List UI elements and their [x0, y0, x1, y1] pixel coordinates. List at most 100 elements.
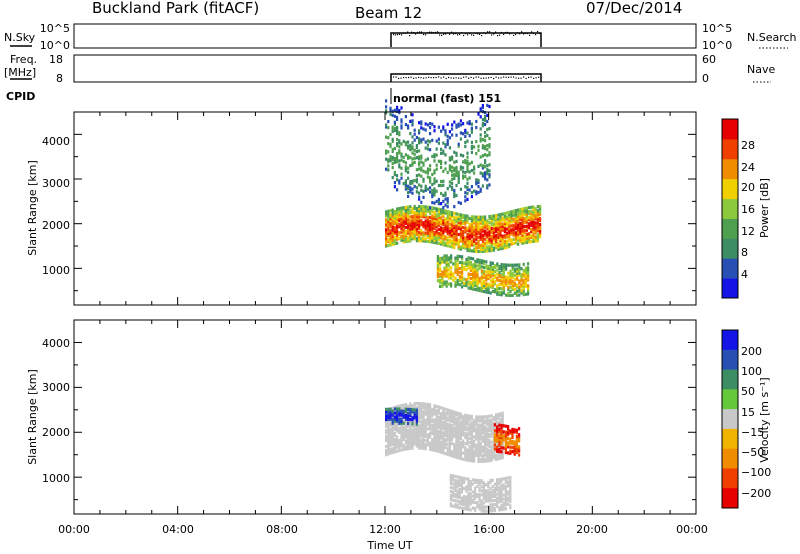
heatmap-cell [389, 447, 392, 451]
heatmap-cell [458, 492, 461, 496]
heatmap-cell [479, 441, 482, 445]
nave-dot [473, 77, 475, 79]
heatmap-cell [422, 161, 425, 165]
heatmap-cell [490, 238, 493, 242]
heatmap-cell [396, 449, 399, 453]
heatmap-cell [470, 128, 473, 132]
heatmap-cell [440, 422, 443, 426]
heatmap-cell [491, 505, 494, 509]
heatmap-cell [402, 222, 405, 226]
heatmap-cell [457, 424, 460, 428]
heatmap-cell [462, 225, 465, 230]
heatmap-cell [468, 188, 471, 192]
heatmap-cell [473, 225, 476, 229]
heatmap-cell [429, 447, 432, 451]
heatmap-cell [456, 254, 459, 258]
beam-label: Beam 12 [355, 4, 422, 22]
heatmap-cell [496, 478, 499, 482]
heatmap-cell [467, 495, 470, 499]
heatmap-cell [426, 229, 429, 233]
heatmap-cell [477, 459, 480, 463]
heatmap-cell [462, 451, 465, 455]
heatmap-cell [393, 128, 396, 132]
heatmap-cell [474, 281, 477, 285]
heatmap-cell [459, 432, 462, 436]
heatmap-cell [504, 448, 507, 453]
heatmap-cell [484, 219, 487, 223]
heatmap-cell [489, 487, 492, 491]
heatmap-cell [398, 149, 401, 153]
heatmap-cell [476, 284, 479, 288]
heatmap-cell [453, 150, 456, 154]
heatmap-cell [481, 104, 484, 108]
heatmap-cell [474, 500, 477, 504]
heatmap-cell [426, 209, 429, 213]
heatmap-cell [476, 288, 479, 292]
heatmap-cell [457, 243, 460, 247]
heatmap-cell [456, 491, 459, 495]
heatmap-cell [525, 210, 528, 214]
heatmap-cell [502, 501, 505, 505]
heatmap-cell [424, 239, 427, 243]
heatmap-cell [484, 233, 487, 237]
heatmap-cell [491, 509, 494, 513]
heatmap-cell [467, 264, 470, 268]
heatmap-cell [422, 420, 425, 424]
nsearch-dot [519, 33, 521, 35]
heatmap-cell [502, 430, 505, 434]
heatmap-cell [450, 274, 453, 278]
nsearch-dot [455, 33, 457, 35]
heatmap-cell [507, 293, 510, 297]
heatmap-cell [461, 265, 464, 269]
heatmap-cell [484, 449, 487, 453]
heatmap-cell [489, 481, 492, 485]
heatmap-cell [456, 493, 459, 497]
heatmap-cell [466, 236, 469, 240]
heatmap-cell [400, 226, 403, 230]
heatmap-cell [442, 427, 445, 431]
nave-dot [518, 77, 520, 79]
heatmap-cell [493, 482, 496, 486]
heatmap-cell [469, 508, 472, 512]
heatmap-cell [442, 431, 445, 435]
heatmap-cell [462, 246, 465, 250]
heatmap-cell [385, 212, 388, 216]
heatmap-cell [461, 281, 464, 285]
heatmap-cell [450, 270, 453, 274]
heatmap-cell [503, 220, 506, 224]
nsearch-dot [527, 32, 529, 35]
nave-dot [458, 77, 460, 79]
heatmap-cell [444, 203, 447, 207]
heatmap-cell [469, 286, 472, 291]
heatmap-cell [418, 215, 421, 219]
heatmap-cell [491, 271, 494, 275]
heatmap-cell [454, 503, 457, 507]
heatmap-cell [488, 127, 491, 131]
heatmap-cell [426, 221, 429, 225]
heatmap-cell [453, 453, 456, 457]
heatmap-cell [451, 181, 454, 185]
heatmap-cell [498, 274, 501, 278]
heatmap-cell [450, 284, 453, 288]
heatmap-cell [528, 212, 531, 216]
heatmap-cell [489, 509, 492, 513]
heatmap-cell [455, 429, 458, 433]
heatmap-cell [496, 433, 499, 437]
heatmap-cell [440, 426, 443, 430]
heatmap-cell [466, 234, 469, 238]
heatmap-cell [420, 200, 423, 204]
heatmap-cell [435, 221, 438, 225]
heatmap-cell [464, 238, 467, 242]
heatmap-cell [497, 225, 500, 229]
heatmap-cell [476, 480, 479, 484]
heatmap-cell [500, 442, 503, 446]
heatmap-cell [424, 122, 427, 126]
heatmap-cell [455, 443, 458, 447]
heatmap-cell [440, 228, 443, 232]
heatmap-cell [393, 114, 396, 118]
heatmap-cell [391, 212, 394, 216]
heatmap-cell [477, 433, 480, 437]
heatmap-cell [480, 259, 483, 263]
heatmap-cell [481, 118, 484, 122]
heatmap-cell [404, 233, 407, 238]
